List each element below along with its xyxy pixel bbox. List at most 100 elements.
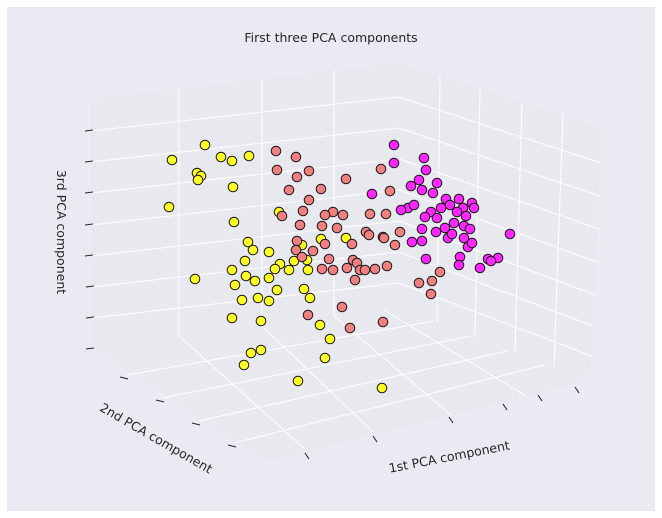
side-pane	[399, 63, 602, 380]
scatter-point-series-1-17	[247, 244, 259, 256]
scatter-point-series-3-46	[474, 262, 486, 274]
scatter-point-series-3-9	[427, 187, 439, 199]
scatter-point-series-2-30	[290, 244, 302, 256]
scatter-point-series-2-41	[327, 264, 339, 276]
scatter-point-series-1-38	[226, 312, 238, 324]
scatter-point-series-1-19	[239, 255, 251, 267]
scatter-point-series-1-46	[292, 375, 304, 387]
scatter-point-series-2-6	[375, 163, 387, 175]
scatter-point-series-2-21	[331, 222, 343, 234]
scatter-point-series-3-12	[453, 193, 465, 205]
scatter-point-series-3-4	[420, 164, 432, 176]
scatter-markers	[163, 139, 516, 394]
scatter-point-series-2-51	[377, 316, 389, 328]
scatter-point-series-2-34	[296, 251, 308, 263]
scatter-point-series-2-16	[276, 210, 288, 222]
scatter-point-series-3-35	[446, 228, 458, 240]
scatter-point-series-2-7	[340, 173, 352, 185]
scatter-point-series-3-34	[416, 235, 428, 247]
scatter-point-series-2-28	[378, 232, 390, 244]
scatter-point-series-2-26	[291, 235, 303, 247]
scatter-point-series-3-15	[435, 202, 447, 214]
scatter-point-series-2-1	[270, 145, 282, 157]
scatter-point-series-1-8	[192, 174, 204, 186]
scatter-point-series-1-24	[269, 263, 281, 275]
scatter-point-series-1-4	[226, 155, 238, 167]
scatter-point-series-1-42	[245, 347, 257, 359]
scatter-point-series-2-24	[363, 229, 375, 241]
scatter-point-series-3-25	[419, 211, 431, 223]
scatter-point-series-2-48	[425, 288, 437, 300]
scatter-point-series-3-24	[431, 212, 443, 224]
scatter-point-series-1-47	[376, 382, 388, 394]
scatter-point-series-1-18	[263, 246, 275, 258]
scatter-point-series-2-11	[384, 185, 396, 197]
scatter-point-series-2-12	[297, 205, 309, 217]
scatter-point-series-2-43	[359, 264, 371, 276]
scatter-point-series-3-23	[460, 210, 472, 222]
scatter-point-series-2-38	[381, 260, 393, 272]
scatter-point-series-1-34	[252, 292, 264, 304]
scatter-point-series-1-44	[319, 352, 331, 364]
scatter-point-series-3-31	[464, 223, 476, 235]
scatter-point-series-2-20	[316, 220, 328, 232]
scatter-point-series-3-19	[408, 199, 420, 211]
scatter-point-series-1-36	[263, 295, 275, 307]
scatter-point-series-3-6	[405, 180, 417, 192]
scatter-point-series-3-45	[453, 259, 465, 271]
scatter-point-series-2-52	[344, 322, 356, 334]
scatter-point-series-2-3	[271, 164, 283, 176]
scatter-point-series-2-4	[303, 165, 315, 177]
scatter-point-series-2-31	[307, 245, 319, 257]
scatter-point-series-3-22	[468, 202, 480, 214]
scatter-point-series-2-18	[380, 208, 392, 220]
scatter-point-series-2-33	[323, 253, 335, 265]
scatter-point-series-3-5	[413, 174, 425, 186]
scatter-point-series-1-9	[227, 181, 239, 193]
scatter-point-series-2-9	[315, 183, 327, 195]
gridlines	[90, 70, 602, 452]
scatter-point-series-1-32	[271, 284, 283, 296]
scatter-point-series-1-23	[226, 264, 238, 276]
axis-ticks	[84, 129, 580, 460]
scatter-point-series-3-36	[504, 228, 516, 240]
chart-title: First three PCA components	[244, 30, 417, 45]
scatter-point-series-3-21	[451, 206, 463, 218]
scatter-point-series-3-29	[416, 223, 428, 235]
scatter-point-series-3-39	[406, 236, 418, 248]
scatter-point-series-1-39	[255, 315, 267, 327]
scatter-point-series-1-1	[199, 139, 211, 151]
scatter-point-series-1-27	[240, 270, 252, 282]
scatter-point-series-1-45	[238, 359, 250, 371]
scatter-point-series-2-44	[349, 274, 361, 286]
scatter-point-series-1-2	[166, 154, 178, 166]
scatter-point-series-1-35	[236, 294, 248, 306]
scatter-point-series-2-15	[337, 209, 349, 221]
scatter-point-series-1-3	[215, 151, 227, 163]
back-pane	[91, 63, 399, 347]
scatter-point-series-1-37	[304, 292, 316, 304]
scatter-point-series-1-12	[228, 216, 240, 228]
scatter-point-series-3-30	[430, 226, 442, 238]
scatter-point-series-1-30	[263, 272, 275, 284]
scatter-point-series-2-14	[319, 209, 331, 221]
scatter-point-series-2-50	[302, 309, 314, 321]
scatter-point-series-3-27	[439, 222, 451, 234]
scatter-point-series-3-43	[485, 255, 497, 267]
scatter-point-series-2-37	[369, 263, 381, 275]
scatter-point-series-2-10	[303, 194, 315, 206]
scatter-point-series-3-8	[416, 184, 428, 196]
z-axis-label: 3rd PCA component	[54, 170, 69, 294]
scatter-point-series-2-17	[364, 208, 376, 220]
scatter-point-series-2-19	[294, 219, 306, 231]
scatter-point-series-2-25	[394, 226, 406, 238]
scatter-point-series-3-1	[388, 139, 400, 151]
scatter-point-series-1-29	[249, 275, 261, 287]
scatter-point-series-2-27	[346, 238, 358, 250]
scatter-point-series-3-38	[466, 237, 478, 249]
scatter-point-series-2-29	[319, 238, 331, 250]
scatter-point-series-1-33	[298, 283, 310, 295]
scatter-point-series-1-43	[255, 344, 267, 356]
scatter-point-series-1-26	[302, 264, 314, 276]
